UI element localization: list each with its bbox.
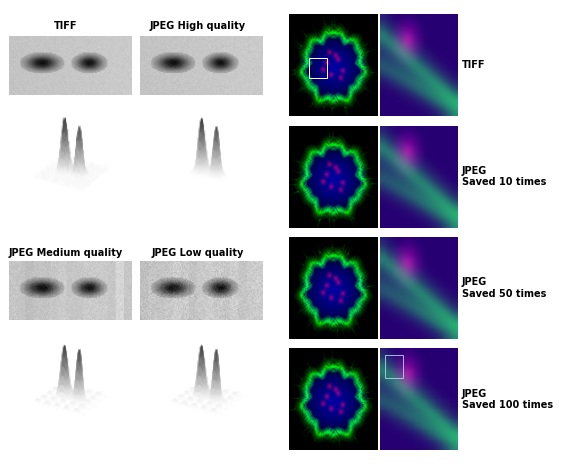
Text: TIFF: TIFF xyxy=(462,60,485,70)
Text: JPEG
Saved 100 times: JPEG Saved 100 times xyxy=(462,389,553,410)
Text: JPEG High quality: JPEG High quality xyxy=(149,21,245,31)
Text: JPEG Medium quality: JPEG Medium quality xyxy=(9,248,123,258)
Text: TIFF: TIFF xyxy=(54,21,78,31)
Text: JPEG
Saved 10 times: JPEG Saved 10 times xyxy=(462,166,546,187)
Text: JPEG
Saved 50 times: JPEG Saved 50 times xyxy=(462,277,546,299)
Bar xyxy=(384,356,403,378)
Text: JPEG Low quality: JPEG Low quality xyxy=(151,248,244,258)
Bar xyxy=(309,57,327,78)
